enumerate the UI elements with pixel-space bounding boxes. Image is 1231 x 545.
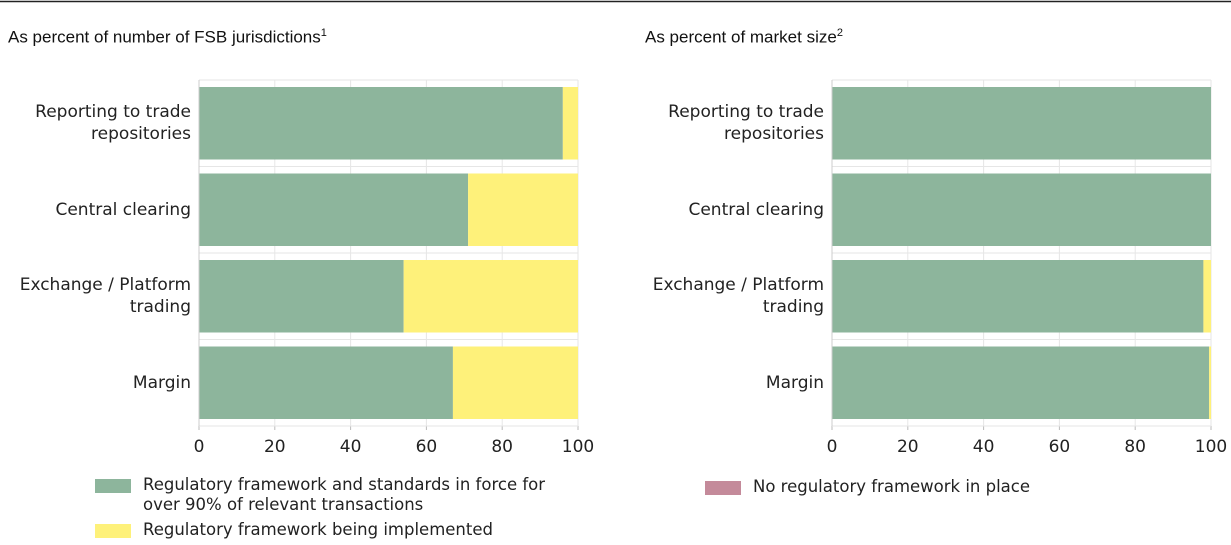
x-tick-label: 40 (972, 437, 995, 457)
x-tick-label: 0 (826, 437, 838, 457)
bar-segment (199, 260, 404, 333)
bar-segment (403, 260, 578, 333)
panel-title: As percent of market size2 (645, 27, 843, 47)
bar-segment (832, 87, 1211, 160)
legend-swatch (95, 524, 131, 538)
x-tick-label: 40 (339, 437, 362, 457)
legend-label: Regulatory framework being implemented (143, 520, 493, 539)
bar-segment (199, 346, 453, 419)
category-label: Margin (132, 372, 191, 393)
x-tick-label: 80 (1124, 437, 1146, 457)
category-label: Reporting to trade repositories (35, 102, 191, 145)
legend-swatch (95, 479, 131, 493)
category-label: Margin (765, 372, 824, 393)
panel-title: As percent of number of FSB jurisdiction… (8, 27, 327, 47)
x-tick-label: 100 (1194, 437, 1228, 457)
category-label: Reporting to trade repositories (668, 102, 824, 145)
bar-segment (1209, 346, 1211, 419)
category-label: Central clearing (688, 199, 824, 220)
x-tick-label: 100 (561, 437, 595, 457)
x-tick-label: 20 (263, 437, 286, 457)
bar-segment (199, 173, 469, 246)
category-label: Central clearing (55, 199, 191, 220)
bar-segment (832, 173, 1211, 246)
legend-swatch (705, 481, 741, 495)
x-tick-label: 0 (193, 437, 205, 457)
x-tick-label: 80 (491, 437, 513, 457)
category-label: Exchange / Platform trading (19, 275, 191, 318)
bar-segment (468, 173, 578, 246)
bar-segment (199, 87, 563, 160)
title-note: 2 (836, 27, 843, 39)
bar-segment (1203, 260, 1211, 333)
bar-segment (832, 260, 1204, 333)
x-tick-label: 60 (1048, 437, 1071, 457)
legend-label: Regulatory framework and standards in fo… (143, 475, 546, 514)
x-tick-label: 60 (415, 437, 438, 457)
bar-segment (832, 346, 1210, 419)
bar-segment (562, 87, 578, 160)
category-label: Exchange / Platform trading (652, 275, 824, 318)
bar-segment (452, 346, 578, 419)
title-note: 1 (320, 27, 327, 39)
x-tick-label: 20 (896, 437, 919, 457)
legend-label: No regulatory framework in place (753, 477, 1031, 496)
